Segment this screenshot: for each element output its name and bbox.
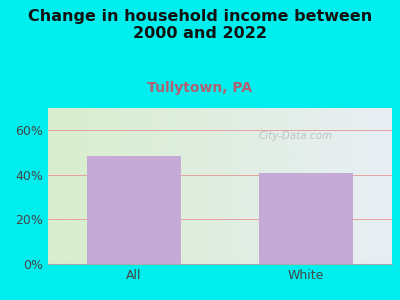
Bar (87, 156, 181, 264)
Text: City-Data.com: City-Data.com (259, 131, 333, 141)
Text: Tullytown, PA: Tullytown, PA (148, 81, 252, 95)
Text: Change in household income between
2000 and 2022: Change in household income between 2000 … (28, 9, 372, 41)
Bar (259, 172, 353, 264)
